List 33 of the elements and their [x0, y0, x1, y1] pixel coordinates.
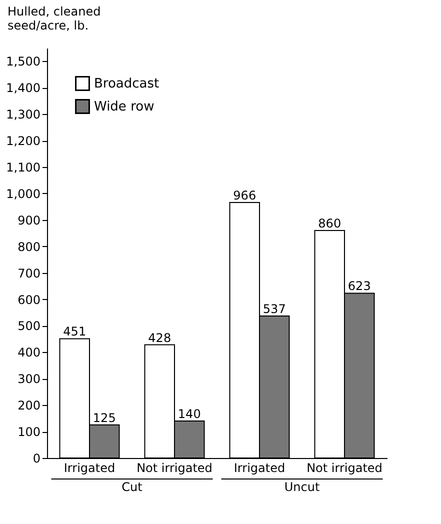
y-tick-label: 500 — [18, 319, 40, 334]
x-tick-label: Not irrigated — [136, 461, 212, 475]
data-label: 623 — [348, 279, 371, 294]
legend-label: Broadcast — [94, 76, 160, 92]
y-tick-label: 600 — [18, 292, 40, 307]
y-tick-label: 800 — [18, 240, 40, 254]
y-tick-label: 1,300 — [6, 108, 40, 122]
data-label: 966 — [233, 188, 256, 202]
y-tick-label: 1,100 — [6, 160, 40, 175]
data-label: 428 — [148, 330, 172, 345]
y-tick-label: 200 — [18, 398, 40, 413]
data-label: 860 — [318, 216, 342, 231]
y-tick-label: 400 — [18, 346, 40, 360]
text: Uncut — [284, 480, 320, 494]
data-label: 537 — [262, 302, 286, 316]
y-tick-label: 900 — [18, 213, 40, 228]
y-tick-label: 700 — [18, 266, 40, 280]
x-tick-label: Not irrigated — [306, 461, 382, 475]
data-label: 125 — [92, 410, 116, 425]
x-tick-label: Irrigated — [234, 461, 286, 475]
legend-label: Wide row — [94, 100, 155, 114]
data-label: 451 — [63, 324, 86, 339]
y-axis-title: Hulled, cleaned seed/acre, lb. — [8, 4, 101, 32]
y-tick-label: 100 — [18, 425, 40, 440]
text: Cut — [122, 480, 143, 494]
data-label: 140 — [178, 406, 201, 421]
x-tick-label: Irrigated — [64, 461, 116, 475]
y-tick-label: 1,500 — [6, 54, 40, 69]
y-tick-label: 0 — [32, 452, 40, 466]
y-tick-label: 1,000 — [6, 186, 40, 201]
y-tick-label: 1,200 — [6, 134, 40, 148]
y-tick-label: 300 — [18, 372, 40, 386]
y-tick-label: 1,400 — [6, 81, 40, 96]
